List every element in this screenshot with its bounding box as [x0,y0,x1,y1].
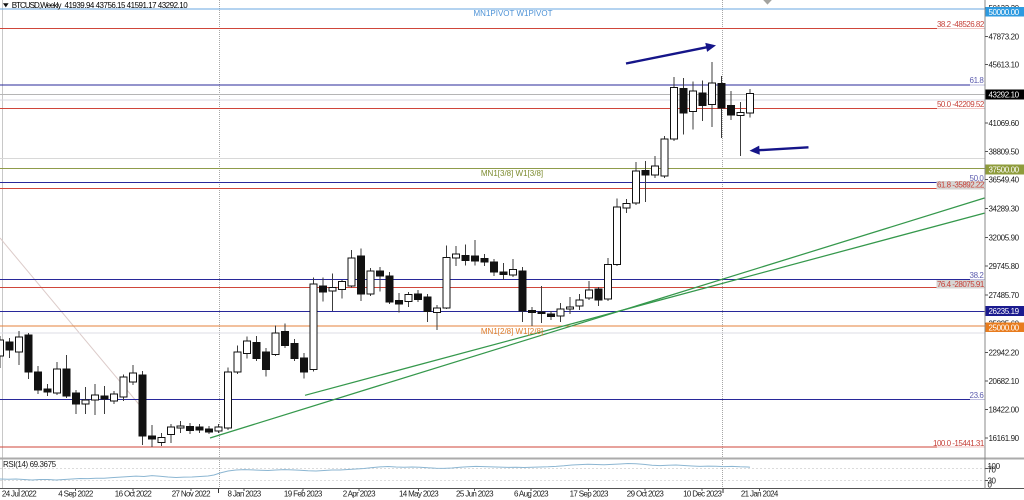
svg-text:50.0 -42209.52: 50.0 -42209.52 [937,100,985,109]
svg-text:19 Feb 2023: 19 Feb 2023 [284,490,323,499]
svg-text:6 Aug 2023: 6 Aug 2023 [514,490,549,499]
svg-text:4 Sep 2022: 4 Sep 2022 [58,490,94,499]
svg-text:25000.00: 25000.00 [989,323,1020,332]
svg-text:37500.00: 37500.00 [989,166,1020,175]
svg-text:47873.20: 47873.20 [989,33,1020,42]
svg-text:32005.90: 32005.90 [989,233,1020,242]
svg-text:43292.10: 43292.10 [989,91,1020,100]
svg-text:24 Jul 2022: 24 Jul 2022 [2,490,37,499]
svg-text:27485.70: 27485.70 [989,291,1020,300]
svg-text:45613.10: 45613.10 [989,61,1020,70]
svg-text:10 Dec 2023: 10 Dec 2023 [683,490,722,499]
svg-text:100.0 -15441.31: 100.0 -15441.31 [933,439,985,448]
svg-text:34289.30: 34289.30 [989,205,1020,214]
svg-text:70: 70 [988,466,997,475]
svg-text:27 Nov 2022: 27 Nov 2022 [172,490,211,499]
svg-text:29745.80: 29745.80 [989,262,1020,271]
svg-text:14 May 2023: 14 May 2023 [399,490,439,499]
svg-text:16 Oct 2022: 16 Oct 2022 [115,490,153,499]
svg-text:38.2 -48526.82: 38.2 -48526.82 [937,20,985,29]
svg-text:50.0: 50.0 [970,174,985,183]
svg-text:MN1[2/8] W1[2/8]: MN1[2/8] W1[2/8] [481,327,543,336]
svg-text:50000.00: 50000.00 [989,8,1020,17]
svg-text:61.8 -35892.22: 61.8 -35892.22 [937,181,985,190]
svg-text:38.2: 38.2 [970,271,985,280]
svg-text:0: 0 [988,481,993,490]
svg-text:41069.60: 41069.60 [989,119,1020,128]
svg-text:100: 100 [988,462,1001,471]
svg-text:16161.90: 16161.90 [989,434,1020,443]
svg-text:25 Jun 2023: 25 Jun 2023 [456,490,494,499]
svg-text:41939.94 43756.15 41591.17 432: 41939.94 43756.15 41591.17 43292.10 [65,1,189,10]
svg-text:2 Apr 2023: 2 Apr 2023 [343,490,376,499]
svg-text:29 Oct 2023: 29 Oct 2023 [627,490,665,499]
svg-text:17 Sep 2023: 17 Sep 2023 [570,490,609,499]
svg-text:76.4 -28075.91: 76.4 -28075.91 [937,280,985,289]
svg-text:61.8: 61.8 [970,76,985,85]
svg-text:23.6: 23.6 [970,391,985,400]
svg-text:30: 30 [988,477,997,486]
svg-text:36549.40: 36549.40 [989,175,1020,184]
svg-text:18422.00: 18422.00 [989,406,1020,415]
svg-text:26235.19: 26235.19 [989,307,1020,316]
svg-text:MN1PIVOT W1PIVOT: MN1PIVOT W1PIVOT [474,9,553,18]
svg-text:RSI(14) 69.3675: RSI(14) 69.3675 [3,460,57,469]
svg-text:BTCUSD,Weekly: BTCUSD,Weekly [12,1,62,10]
svg-text:22942.20: 22942.20 [989,348,1020,357]
svg-text:MN1[3/8] W1[3/8]: MN1[3/8] W1[3/8] [481,169,543,178]
svg-text:38809.50: 38809.50 [989,148,1020,157]
svg-text:8 Jan 2023: 8 Jan 2023 [227,490,261,499]
svg-text:20682.10: 20682.10 [989,377,1020,386]
svg-text:21 Jan 2024: 21 Jan 2024 [741,490,779,499]
